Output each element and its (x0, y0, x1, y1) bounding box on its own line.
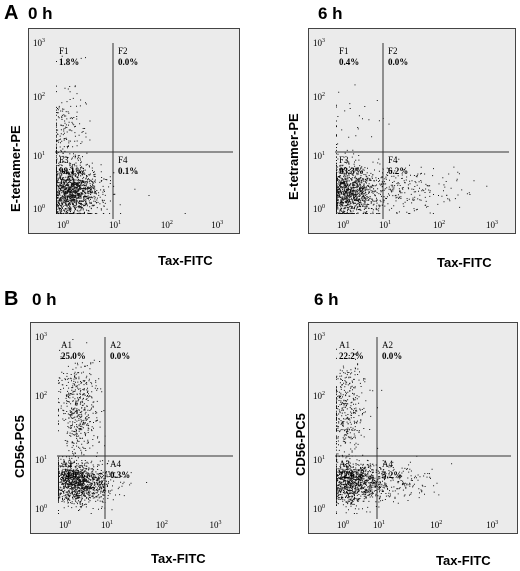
quadrant-percent-a1: 22.2% (339, 351, 364, 361)
quadrant-id-f2: F2 (388, 46, 398, 56)
flow-plot-a-6h: F1 0.4% F2 0.0% F3 93.3% F4 6.2% 100 101 102 103 100… (308, 28, 516, 234)
y-tick-label: 101 (313, 455, 325, 465)
time-label-b-6h: 6 h (314, 290, 339, 309)
x-axis-label-b-6h: Tax-FITC (436, 553, 491, 568)
quadrant-id-f3: F3 (339, 155, 349, 165)
x-tick-label: 102 (160, 220, 173, 230)
scatter-points (55, 43, 233, 219)
y-tick-label: 102 (313, 390, 325, 401)
flow-plot-a-0h: F1 1.8% F2 0.0% F3 98.1% F4 0.1% 100 101 102 103 100… (28, 28, 240, 234)
x-tick-label: 100 (337, 520, 349, 530)
cell-events (336, 84, 488, 215)
y-tick-label: 101 (313, 151, 325, 161)
x-tick-label: 100 (59, 520, 71, 530)
quadrant-percent-a3: 74.6% (61, 470, 86, 480)
quadrant-id-a1: A1 (61, 340, 72, 350)
x-tick-label: 102 (430, 520, 443, 530)
time-label-b-0h: 0 h (32, 290, 57, 309)
quadrant-id-f1: F1 (59, 46, 69, 56)
x-tick-label: 101 (379, 220, 391, 230)
quadrant-percent-f1: 1.8% (59, 57, 80, 67)
flow-plot-b-6h: A1 22.2% A2 0.0% A3 72.6% A4 5.2% 100 101 102 103 10… (308, 322, 518, 534)
x-axis-label-a-6h: Tax-FITC (437, 255, 492, 270)
quadrant-percent-f2: 0.0% (388, 57, 409, 67)
quadrant-percent-f2: 0.0% (118, 57, 139, 67)
y-tick-label: 103 (33, 38, 45, 48)
x-tick-label: 103 (211, 220, 224, 230)
x-tick-label: 103 (486, 520, 499, 530)
panel-letter-a: A (4, 2, 19, 24)
quadrant-percent-a2: 0.0% (382, 351, 403, 361)
quadrant-percent-f3: 93.3% (339, 166, 364, 176)
quadrant-id-a3: A3 (61, 459, 72, 469)
scatter-points (335, 43, 509, 219)
time-label-a-0h: 0 h (28, 4, 53, 23)
cell-events (56, 55, 186, 215)
quadrant-percent-a3: 72.6% (339, 470, 364, 480)
x-tick-label: 102 (155, 520, 168, 530)
quadrant-id-f4: F4 (118, 155, 128, 165)
y-tick-label: 100 (313, 504, 325, 514)
x-tick-label: 102 (433, 220, 446, 230)
x-axis-label-b-0h: Tax-FITC (151, 551, 206, 566)
x-tick-label: 101 (373, 520, 385, 530)
flow-plot-b-0h: A1 25.0% A2 0.0% A3 74.6% A4 0.3% 100 101 102 103 10… (30, 322, 240, 534)
y-tick-label: 100 (35, 504, 47, 514)
cell-events (58, 339, 148, 514)
x-tick-label: 101 (109, 220, 121, 230)
quadrant-id-a4: A4 (110, 459, 121, 469)
y-tick-label: 101 (33, 151, 45, 161)
y-axis-label-b-0h: CD56-PC5 (12, 415, 27, 478)
x-tick-label: 103 (209, 520, 222, 530)
quadrant-percent-f1: 0.4% (339, 57, 360, 67)
y-axis-label-a-0h: E-tetramer-PE (8, 125, 23, 212)
quadrant-id-f2: F2 (118, 46, 128, 56)
time-label-a-6h: 6 h (318, 4, 343, 23)
y-tick-label: 103 (313, 332, 325, 342)
scatter-points (57, 337, 233, 519)
quadrant-percent-a4: 0.3% (110, 470, 131, 480)
scatter-points (335, 337, 511, 519)
y-axis-label-b-6h: CD56-PC5 (293, 413, 308, 476)
quadrant-percent-f4: 0.1% (118, 166, 139, 176)
quadrant-id-f4: F4 (388, 155, 398, 165)
y-tick-label: 101 (35, 455, 47, 465)
y-tick-label: 103 (35, 332, 47, 342)
x-tick-label: 103 (485, 220, 498, 230)
y-tick-label: 102 (33, 91, 45, 102)
x-tick-label: 101 (101, 520, 113, 530)
x-axis-label-a-0h: Tax-FITC (158, 253, 213, 268)
quadrant-percent-a1: 25.0% (61, 351, 86, 361)
x-tick-label: 100 (337, 220, 349, 230)
quadrant-percent-a4: 5.2% (382, 470, 403, 480)
y-tick-label: 103 (313, 38, 325, 48)
quadrant-id-a3: A3 (339, 459, 350, 469)
y-axis-label-a-6h: E-tetramer-PE (286, 113, 301, 200)
y-tick-label: 102 (35, 390, 47, 401)
cell-events (336, 348, 453, 514)
quadrant-id-a2: A2 (110, 340, 121, 350)
quadrant-id-f1: F1 (339, 46, 349, 56)
quadrant-percent-a2: 0.0% (110, 351, 131, 361)
y-tick-label: 100 (33, 204, 45, 214)
quadrant-id-a4: A4 (382, 459, 393, 469)
quadrant-id-a2: A2 (382, 340, 393, 350)
panel-letter-b: B (4, 288, 19, 310)
quadrant-percent-f4: 6.2% (388, 166, 409, 176)
quadrant-id-a1: A1 (339, 340, 350, 350)
x-tick-label: 100 (57, 220, 69, 230)
y-tick-label: 102 (313, 91, 325, 102)
quadrant-id-f3: F3 (59, 155, 69, 165)
quadrant-percent-f3: 98.1% (59, 166, 84, 176)
y-tick-label: 100 (313, 204, 325, 214)
